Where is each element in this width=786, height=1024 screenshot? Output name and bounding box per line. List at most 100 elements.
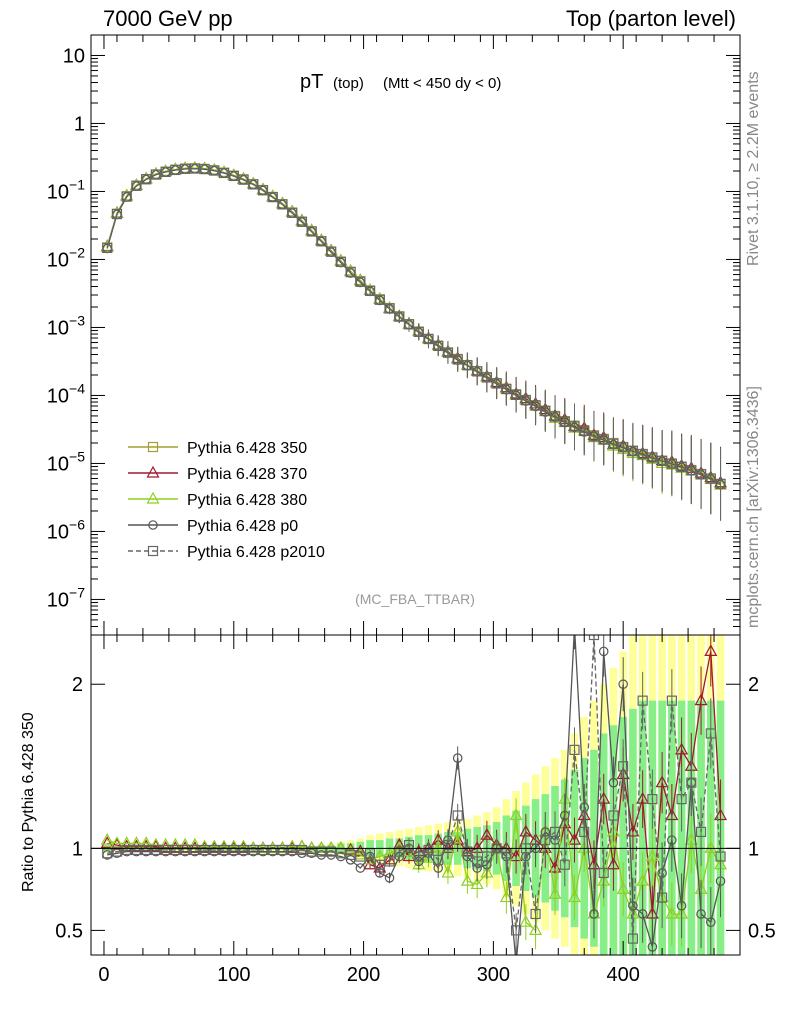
marker-pythia-6-428-380 — [266, 841, 280, 853]
marker-pythia-6-428-p2010 — [530, 400, 541, 411]
ratio-ytick-label: 0.5 — [55, 920, 83, 942]
marker-pythia-6-428-370 — [188, 841, 202, 853]
marker-pythia-6-428-p2010 — [540, 835, 551, 846]
marker-pythia-6-428-p2010 — [637, 695, 648, 706]
xtick-label: 200 — [347, 964, 380, 986]
marker-pythia-6-428-370 — [100, 836, 114, 849]
legend-marker-pythia-6-428-370 — [146, 465, 160, 478]
marker-pythia-6-428-p2010 — [579, 425, 590, 437]
marker-pythia-6-428-p2010 — [111, 208, 123, 220]
marker-pythia-6-428-p2010 — [452, 810, 463, 821]
marker-pythia-6-428-p2010 — [326, 246, 337, 257]
marker-pythia-6-428-p0 — [628, 900, 638, 911]
legend: Pythia 6.428 350 Pythia 6.428 370 Pythia 6… — [128, 440, 325, 561]
marker-pythia-6-428-p2010 — [413, 851, 424, 862]
marker-pythia-6-428-p2010 — [462, 360, 473, 371]
marker-pythia-6-428-370 — [480, 827, 494, 840]
xtick-label: 0 — [98, 964, 109, 986]
marker-pythia-6-428-370 — [655, 775, 669, 788]
marker-pythia-6-428-p2010 — [423, 844, 434, 856]
marker-pythia-6-428-p2010 — [180, 163, 191, 174]
xtick-label: 400 — [606, 964, 639, 986]
marker-pythia-6-428-p2010 — [141, 844, 152, 856]
marker-pythia-6-428-p2010 — [403, 839, 415, 851]
marker-pythia-6-428-p2010 — [384, 856, 395, 867]
marker-pythia-6-428-p2010 — [384, 303, 395, 314]
ratio-ytick-label-right: 1 — [748, 838, 759, 860]
marker-pythia-6-428-380 — [149, 167, 163, 179]
marker-pythia-6-428-380 — [168, 162, 182, 175]
marker-pythia-6-428-380 — [110, 206, 124, 219]
xtick-label: 100 — [217, 964, 250, 986]
marker-pythia-6-428-p2010 — [160, 844, 171, 856]
green-band-bin — [619, 717, 627, 955]
ratio-ytick-label-right: 2 — [748, 674, 759, 696]
marker-pythia-6-428-p2010 — [559, 859, 570, 870]
marker-pythia-6-428-p2010 — [189, 844, 200, 856]
marker-pythia-6-428-p2010 — [540, 405, 551, 417]
marker-pythia-6-428-p2010 — [316, 236, 327, 247]
marker-pythia-6-428-380 — [217, 165, 231, 178]
marker-pythia-6-428-p2010 — [569, 421, 580, 432]
ratio-frame — [90, 634, 741, 956]
marker-pythia-6-428-p2010 — [257, 844, 269, 856]
marker-pythia-6-428-p2010 — [131, 180, 142, 191]
marker-pythia-6-428-380 — [548, 887, 562, 899]
marker-pythia-6-428-p2010 — [345, 849, 356, 860]
marker-pythia-6-428-p2010 — [277, 199, 288, 210]
marker-pythia-6-428-370 — [587, 857, 601, 870]
marker-pythia-6-428-p2010 — [676, 794, 687, 805]
marker-pythia-6-428-p2010 — [598, 434, 609, 445]
marker-pythia-6-428-p2010 — [355, 276, 366, 287]
marker-pythia-6-428-370 — [567, 832, 582, 845]
ratio-series-group — [100, 623, 728, 955]
marker-pythia-6-428-370 — [509, 849, 523, 862]
marker-pythia-6-428-p0 — [598, 646, 609, 657]
marker-pythia-6-428-380 — [305, 223, 319, 236]
marker-pythia-6-428-p2010 — [394, 311, 405, 322]
marker-pythia-6-428-380 — [616, 882, 630, 894]
marker-pythia-6-428-p2010 — [608, 438, 619, 449]
marker-pythia-6-428-p2010 — [666, 458, 677, 469]
marker-pythia-6-428-380 — [451, 824, 465, 837]
marker-pythia-6-428-380 — [665, 906, 679, 919]
marker-pythia-6-428-p2010 — [296, 844, 308, 856]
marker-pythia-6-428-p2010 — [199, 164, 210, 175]
marker-pythia-6-428-p2010 — [647, 794, 658, 805]
marker-pythia-6-428-380 — [275, 841, 289, 853]
marker-pythia-6-428-p0 — [559, 810, 570, 821]
marker-pythia-6-428-380 — [529, 923, 543, 935]
series-line-pythia-6-428-p0 — [107, 635, 722, 955]
marker-pythia-6-428-p2010 — [326, 846, 337, 857]
marker-pythia-6-428-380 — [207, 162, 221, 175]
marker-pythia-6-428-p2010 — [180, 844, 191, 856]
marker-pythia-6-428-p2010 — [530, 908, 541, 920]
marker-pythia-6-428-p2010 — [657, 892, 668, 903]
marker-pythia-6-428-p0 — [570, 623, 578, 631]
marker-pythia-6-428-p0 — [608, 777, 619, 788]
main-ytick-label: 10−5 — [47, 448, 85, 475]
marker-pythia-6-428-p2010 — [267, 844, 278, 856]
legend-marker-pythia-6-428-380 — [146, 491, 160, 504]
main-ytick-label: 10−4 — [47, 380, 85, 407]
legend-label-pythia-6-428-370: Pythia 6.428 370 — [187, 466, 307, 483]
ratio-ytick-label: 1 — [72, 838, 83, 860]
marker-pythia-6-428-p2010 — [472, 366, 483, 377]
marker-pythia-6-428-380 — [314, 233, 328, 246]
marker-pythia-6-428-380 — [100, 832, 114, 845]
marker-pythia-6-428-370 — [168, 841, 182, 853]
marker-pythia-6-428-p2010 — [705, 728, 716, 739]
legend-label-pythia-6-428-380: Pythia 6.428 380 — [187, 492, 307, 509]
marker-pythia-6-428-p2010 — [695, 826, 707, 838]
marker-pythia-6-428-p2010 — [549, 411, 561, 422]
marker-pythia-6-428-p2010 — [121, 844, 132, 856]
marker-pythia-6-428-380 — [636, 873, 650, 886]
marker-pythia-6-428-p0 — [618, 679, 628, 690]
marker-pythia-6-428-p0 — [452, 753, 463, 763]
main-ytick-label: 10−2 — [47, 244, 85, 271]
marker-pythia-6-428-p2010 — [287, 207, 298, 218]
marker-pythia-6-428-p2010 — [647, 452, 658, 463]
marker-pythia-6-428-380 — [159, 837, 173, 850]
marker-pythia-6-428-380 — [120, 188, 134, 201]
